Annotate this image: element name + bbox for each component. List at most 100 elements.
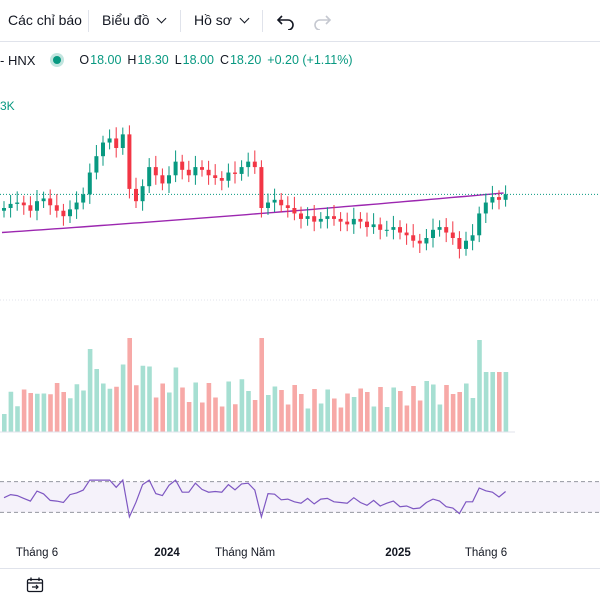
price-legend: - HNX O 18.00 H 18.30 L 18.00 C 18.20 +0.20 …	[0, 50, 359, 70]
candle-body	[2, 208, 6, 211]
cut-label: 3K	[0, 99, 15, 113]
candle-body	[417, 240, 422, 244]
indicators-button[interactable]: Các chỉ báo	[8, 12, 82, 28]
volume-bar	[200, 402, 205, 432]
candle-body	[246, 161, 251, 168]
candle-body	[365, 221, 369, 228]
volume-bar	[351, 397, 357, 432]
candle-body	[35, 201, 39, 211]
volume-bar	[279, 390, 284, 432]
candle-body	[259, 167, 264, 208]
chevron-down-icon	[157, 13, 167, 23]
candle-body	[292, 208, 297, 214]
candle-body	[332, 216, 336, 219]
profile-menu-label: Hồ sơ	[194, 12, 232, 28]
candle-body	[193, 167, 198, 176]
candle-body	[252, 161, 257, 168]
candle-body	[391, 227, 396, 230]
volume-bar	[266, 395, 271, 432]
close-value: 18.20	[229, 53, 262, 67]
candle-body	[424, 238, 429, 244]
volume-bar	[299, 394, 304, 432]
volume-bar	[391, 387, 396, 432]
profile-menu-button[interactable]: Hồ sơ	[194, 12, 250, 28]
volume-bar	[437, 404, 443, 432]
candle-body	[101, 142, 105, 157]
volume-bar	[503, 372, 509, 432]
x-tick-label: Tháng 6	[16, 547, 58, 559]
volume-bar	[470, 398, 476, 432]
chart-menu-button[interactable]: Biểu đồ	[102, 12, 167, 28]
volume-bar	[325, 389, 330, 432]
date-range-button[interactable]	[26, 577, 46, 595]
volume-bar	[404, 405, 410, 432]
candle-body	[338, 218, 343, 222]
volume-bar	[417, 400, 423, 432]
market-status-dot[interactable]	[53, 56, 62, 64]
volume-bar	[318, 403, 324, 432]
volume-bar	[173, 367, 179, 432]
open-value: 18.00	[90, 53, 122, 67]
candle-body	[147, 167, 152, 187]
high-value: 18.30	[137, 53, 169, 67]
undo-button[interactable]	[276, 12, 296, 31]
volume-bar	[457, 392, 462, 432]
undo-icon	[276, 15, 294, 31]
volume-bar	[15, 406, 20, 432]
volume-bar	[305, 408, 311, 432]
top-toolbar: Các chỉ báo Biểu đồ Hồ sơ	[0, 0, 600, 42]
candle-body	[305, 216, 310, 219]
open-label: O	[79, 53, 90, 67]
volume-bar	[2, 414, 7, 432]
candle-body	[497, 197, 501, 200]
candle-body	[173, 161, 178, 176]
volume-bar	[134, 385, 139, 432]
candle-body	[371, 224, 376, 228]
close-label: C	[219, 53, 229, 67]
candle-body	[503, 194, 508, 200]
candles	[2, 125, 508, 259]
rsi-pane	[0, 478, 600, 520]
candle-body	[94, 156, 99, 173]
candle-body	[200, 167, 204, 170]
candle-body	[127, 134, 132, 189]
volume-bar	[345, 393, 350, 432]
candle-body	[345, 221, 350, 225]
volume-bar	[206, 383, 212, 432]
candle-body	[233, 172, 237, 174]
toolbar-divider	[262, 10, 263, 32]
volume-bar	[259, 338, 264, 432]
volume-bar	[186, 402, 192, 432]
candle-body	[318, 218, 323, 222]
volume-bar	[127, 338, 132, 432]
candle-body	[54, 205, 59, 211]
candle-body	[431, 229, 435, 238]
volume-bar	[87, 349, 93, 432]
candle-body	[404, 232, 409, 236]
volume-bar	[213, 397, 218, 432]
volume-bar	[35, 393, 40, 432]
candle-body	[437, 227, 442, 230]
volume-bar	[28, 393, 33, 432]
candle-body	[219, 178, 224, 181]
candle-body	[206, 169, 211, 176]
candle-body	[87, 172, 92, 195]
chevron-down-icon	[239, 13, 250, 23]
volume-bar	[411, 386, 416, 432]
symbol-exchange[interactable]: - HNX	[0, 52, 36, 68]
volume-bar	[358, 388, 363, 432]
candle-body	[41, 198, 46, 202]
volume-bar	[81, 390, 86, 432]
volume-bars	[0, 338, 515, 433]
volume-bar	[120, 364, 126, 432]
candle-body	[358, 218, 363, 222]
price-chart[interactable]: 3K Tháng 6 2024 Tháng Năm 2025 Tháng 6	[0, 68, 600, 568]
volume-bar	[153, 397, 159, 432]
candle-body	[153, 167, 158, 176]
volume-bar	[233, 404, 238, 432]
toolbar-divider	[180, 10, 181, 32]
candle-body	[140, 186, 145, 202]
ma-line	[1, 192, 504, 234]
volume-bar	[94, 369, 99, 432]
redo-button[interactable]	[312, 12, 332, 31]
